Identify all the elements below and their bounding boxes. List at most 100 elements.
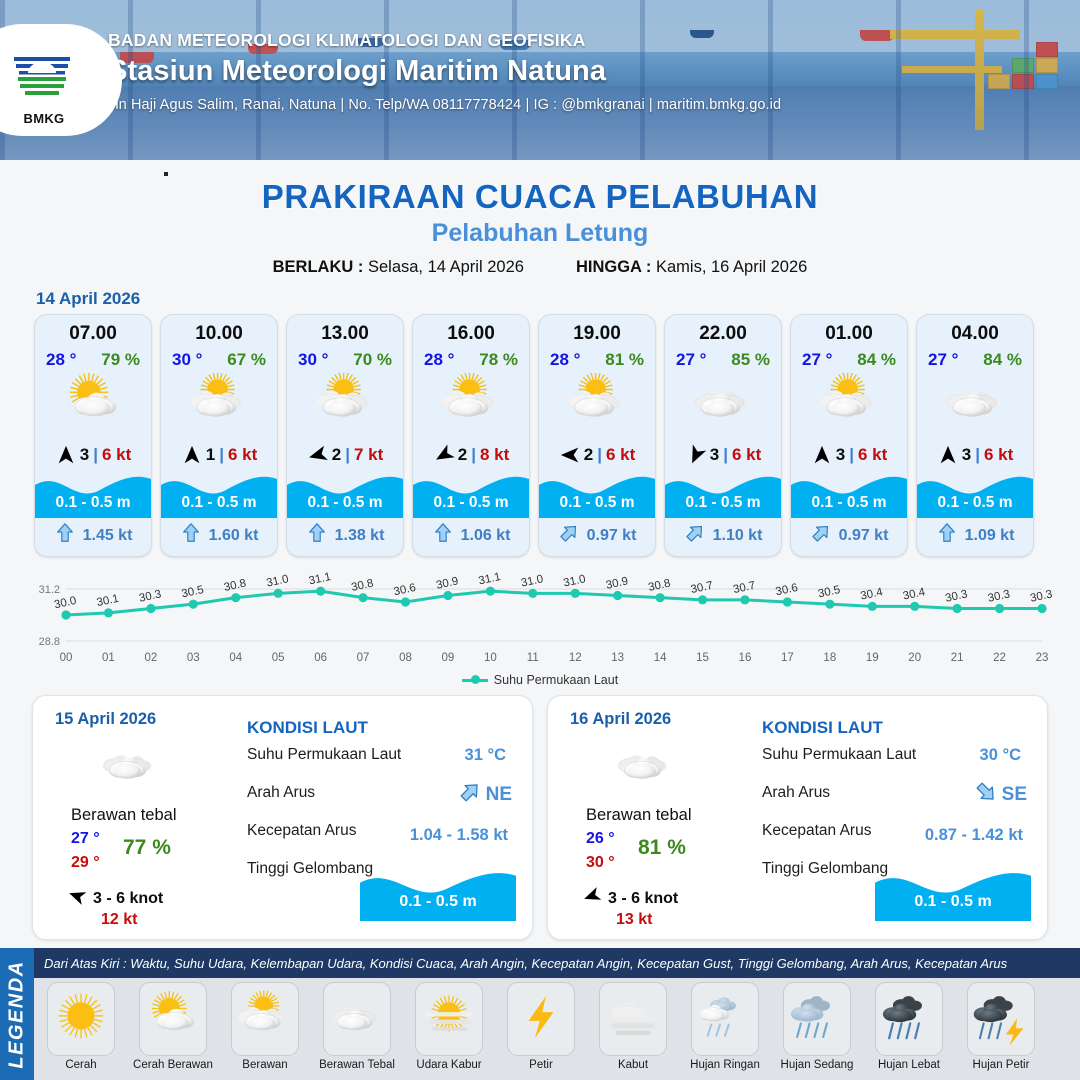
card-current-row: 1.38 kt <box>287 522 403 549</box>
legend-side-tab: LEGENDA <box>0 948 34 1080</box>
legend-note: Dari Atas Kiri : Waktu, Suhu Udara, Kele… <box>44 955 1008 971</box>
station-name: Stasiun Meteorologi Maritim Natuna <box>108 55 607 87</box>
svg-text:09: 09 <box>442 652 455 664</box>
label-current-speed: Kecepatan Arus <box>247 822 357 839</box>
panel-wind-speed: 3 - 6 knot <box>608 889 679 907</box>
legend-item-label: Hujan Petir <box>972 1059 1030 1071</box>
svg-text:13: 13 <box>611 652 624 664</box>
card-wind-speed: 3 <box>961 445 972 464</box>
card-gust-speed: 6 kt <box>101 445 132 464</box>
decorative-dot <box>164 172 168 176</box>
legend-items: Cerah Cerah Berawan <box>38 982 1078 1078</box>
boat-icon <box>248 44 278 54</box>
card-temp-hum-row: 27 ° 84 % <box>791 350 907 370</box>
label-current-speed: Kecepatan Arus <box>762 822 872 839</box>
card-gust-speed: 6 kt <box>857 445 888 464</box>
card-gust-speed: 6 kt <box>731 445 762 464</box>
value-wave-height: 0.1 - 0.5 m <box>399 893 477 910</box>
svg-text:31.1: 31.1 <box>478 571 502 587</box>
container-icon <box>1036 74 1058 89</box>
svg-text:30.9: 30.9 <box>435 575 459 591</box>
svg-text:01: 01 <box>102 652 115 664</box>
svg-text:12: 12 <box>569 652 582 664</box>
container-icon <box>1012 74 1034 89</box>
legend-strip: LEGENDA Dari Atas Kiri : Waktu, Suhu Uda… <box>0 948 1080 1080</box>
svg-text:30.8: 30.8 <box>647 578 671 594</box>
current-direction-arrow-icon <box>180 522 202 549</box>
svg-text:30.8: 30.8 <box>350 578 374 594</box>
card-current-speed: 1.09 kt <box>964 526 1015 544</box>
wave-graphic <box>665 468 781 518</box>
bmkg-logo: BMKG <box>0 24 122 136</box>
hourly-forecast-row: 07.00 28 ° 79 % 3 | 6 kt 0.1 - 0.5 <box>0 314 1080 557</box>
svg-text:30.3: 30.3 <box>987 588 1011 604</box>
card-temperature: 28 ° <box>550 350 581 369</box>
svg-text:30.3: 30.3 <box>1029 588 1053 604</box>
value-sst: 30 °C <box>979 746 1021 764</box>
label-sst: Suhu Permukaan Laut <box>762 746 917 763</box>
card-wind-speed: 1 <box>205 445 216 464</box>
separator: | <box>345 445 350 464</box>
separator: | <box>93 445 98 464</box>
svg-text:16: 16 <box>739 652 752 664</box>
hourly-forecast-card: 07.00 28 ° 79 % 3 | 6 kt 0.1 - 0.5 <box>34 314 152 557</box>
card-time: 19.00 <box>573 323 621 344</box>
panel-wind-row: 3 - 6 knot <box>582 886 678 911</box>
card-temp-hum-row: 28 ° 79 % <box>35 350 151 370</box>
separator: | <box>975 445 980 464</box>
value-current-speed: 1.04 - 1.58 kt <box>409 826 508 844</box>
weather-sun-cloud-2-icon <box>287 373 403 435</box>
card-wind-row: 3 | 6 kt <box>791 443 907 467</box>
legend-marker-icon <box>461 675 488 684</box>
header-sea <box>0 52 1080 88</box>
wind-direction-arrow-icon <box>937 444 959 466</box>
weather-cloud-icon <box>606 738 684 801</box>
wind-direction-arrow-icon <box>55 444 77 466</box>
legend-note-bar: Dari Atas Kiri : Waktu, Suhu Udara, Kele… <box>34 948 1080 978</box>
wave-graphic <box>161 468 277 518</box>
svg-text:07: 07 <box>357 652 370 664</box>
card-current-speed: 1.10 kt <box>712 526 763 544</box>
card-gust-speed: 6 kt <box>605 445 636 464</box>
current-direction-arrow-icon <box>974 780 998 810</box>
card-temp-hum-row: 28 ° 78 % <box>413 350 529 370</box>
card-current-speed: 1.38 kt <box>334 526 385 544</box>
panel-humidity: 77 % <box>123 836 171 859</box>
bmkg-logo-text: BMKG <box>23 111 65 126</box>
legend-item-label: Berawan Tebal <box>319 1059 395 1071</box>
legend-sun-cloud-2-icon <box>231 982 299 1056</box>
legend-cloud-icon <box>323 982 391 1056</box>
panel-temp-max: 30 ° <box>586 854 615 871</box>
legend-item-label: Cerah Berawan <box>133 1059 213 1071</box>
container-icon <box>1012 58 1034 73</box>
weather-cloud-icon <box>917 373 1033 435</box>
legend-item: Berawan <box>222 982 308 1078</box>
card-gust-speed: 8 kt <box>479 445 510 464</box>
legend-item: Kabut <box>590 982 676 1078</box>
current-direction-arrow-icon <box>306 522 328 549</box>
panel-gust-speed: 12 kt <box>101 911 138 928</box>
card-temp-hum-row: 27 ° 84 % <box>917 350 1033 370</box>
sst-chart: 31.2 28.8 30.0 30.1 30.3 30.5 30.8 31.0 31.1 30.8… <box>22 565 1058 671</box>
card-gust-speed: 6 kt <box>983 445 1014 464</box>
card-temp-hum-row: 30 ° 70 % <box>287 350 403 370</box>
valid-until-value: Kamis, 16 April 2026 <box>656 258 808 276</box>
hourly-forecast-card: 04.00 27 ° 84 % <box>916 314 1034 557</box>
label-current-direction: Arah Arus <box>247 784 316 801</box>
value-wave-height: 0.1 - 0.5 m <box>914 893 992 910</box>
card-wind-row: 3 | 6 kt <box>917 443 1033 467</box>
legend-sun-cloud-icon <box>139 982 207 1056</box>
card-temperature: 28 ° <box>46 350 77 369</box>
weather-sun-cloud-2-icon <box>791 373 907 435</box>
card-temp-hum-row: 28 ° 81 % <box>539 350 655 370</box>
card-gust-speed: 6 kt <box>227 445 258 464</box>
card-humidity: 70 % <box>353 350 392 369</box>
container-icon <box>1036 42 1058 57</box>
separator: | <box>597 445 602 464</box>
card-current-row: 1.10 kt <box>665 522 781 549</box>
card-temperature: 27 ° <box>802 350 833 369</box>
legend-item: Hujan Ringan <box>682 982 768 1078</box>
boat-icon <box>690 30 714 38</box>
card-wave-height: 0.1 - 0.5 m <box>937 494 1013 511</box>
svg-text:02: 02 <box>144 652 157 664</box>
